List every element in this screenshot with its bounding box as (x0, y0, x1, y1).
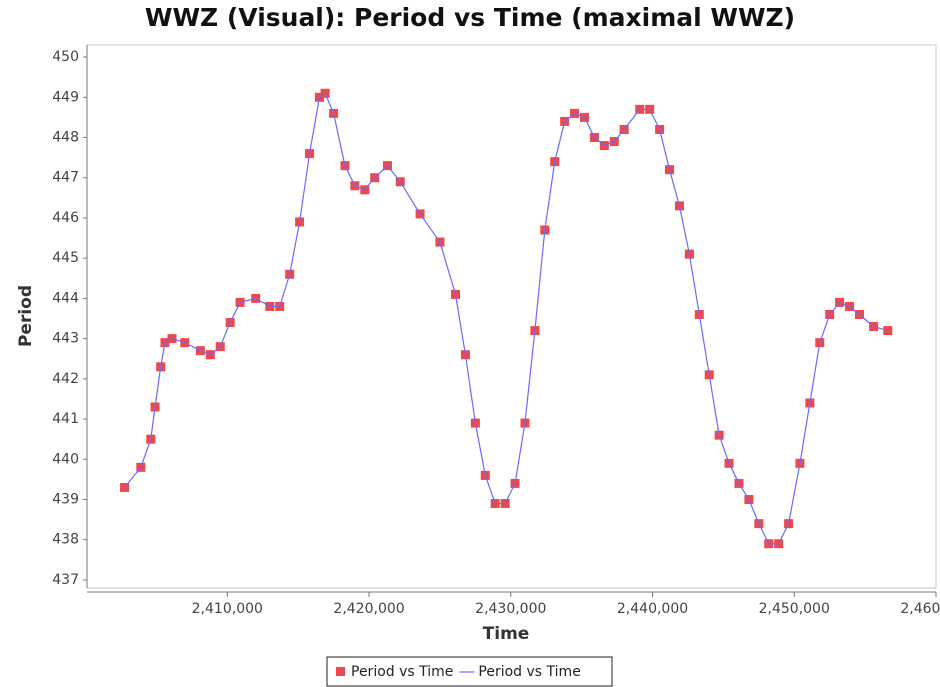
x-tick-label: 2,440,000 (617, 601, 688, 617)
y-tick-label: 449 (52, 89, 79, 105)
y-tick-label: 447 (52, 170, 79, 186)
legend-label: Period vs Time (351, 664, 453, 680)
y-tick-label: 437 (52, 572, 79, 588)
x-tick-label: 2,430,000 (475, 601, 546, 617)
x-tick-label: 2,410,000 (192, 601, 263, 617)
data-line (124, 92, 888, 545)
x-tick-label: 2,450,000 (759, 601, 830, 617)
y-tick-label: 440 (52, 451, 79, 467)
y-tick-label: 443 (52, 331, 79, 347)
x-tick-label: 2,460,000 (900, 601, 940, 617)
y-tick-label: 438 (52, 532, 79, 548)
y-tick-label: 446 (52, 210, 79, 226)
data-point (120, 482, 130, 492)
x-axis-label: Time (483, 624, 530, 644)
y-tick-label: 442 (52, 371, 79, 387)
chart-title: WWZ (Visual): Period vs Time (maximal WW… (145, 3, 795, 32)
y-tick-label: 444 (52, 290, 79, 306)
y-tick-label: 448 (52, 130, 79, 146)
legend-marker (336, 667, 345, 676)
y-tick-label: 439 (52, 492, 79, 508)
legend-label: Period vs Time (478, 664, 580, 680)
x-tick-label: 2,420,000 (333, 601, 404, 617)
y-axis-label: Period (16, 285, 36, 347)
y-tick-label: 445 (52, 250, 79, 266)
plot-area (86, 44, 937, 589)
y-tick-label: 441 (52, 411, 79, 427)
y-tick-label: 450 (52, 49, 79, 65)
